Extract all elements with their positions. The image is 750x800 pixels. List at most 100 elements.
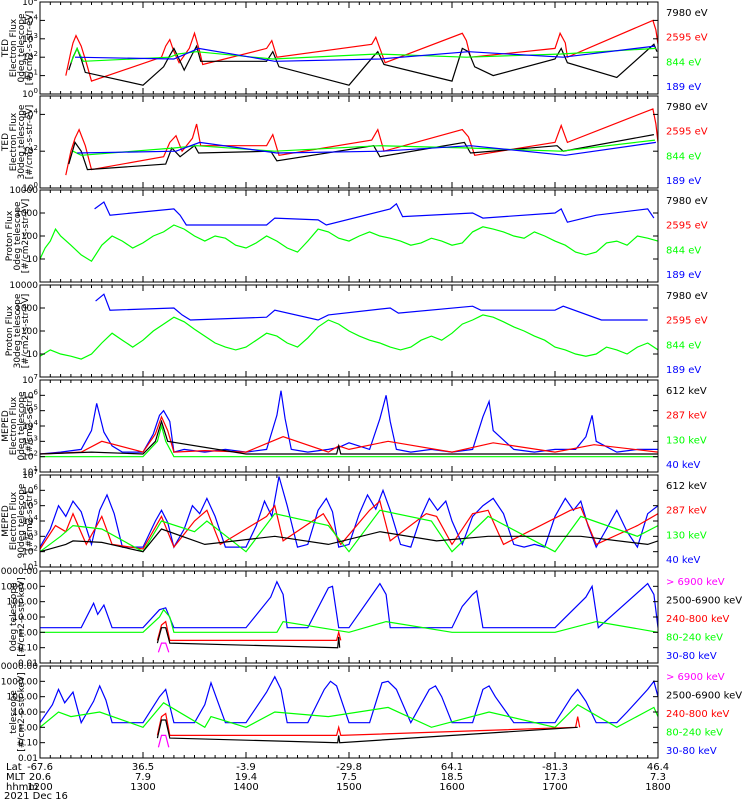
panel-7: 0.01 0.10 1.00 10.00 100.00 1000.00 10000.00 0d…: [0, 567, 742, 669]
panel-5-series-3: [40, 423, 658, 458]
panel-6-ylabel-line: 90deg telescope: [17, 483, 27, 558]
x-row-value: 1300: [130, 782, 155, 793]
panel-8-ytick-label: 1000.00: [1, 677, 38, 687]
panel-1-ylabel-line: Electron Flux: [9, 18, 19, 77]
panel-5-ytick-label: 103: [22, 434, 38, 447]
panel-6-series: [40, 476, 658, 553]
panel-2-series: [65, 108, 658, 176]
panel-5-legend-entry: 287 keV: [666, 411, 707, 422]
panel-6-ylabel-line: [#/cm2-s-str]: [25, 491, 35, 551]
panel-6-legend-entry: 287 keV: [666, 506, 707, 517]
panel-8-ytick-label: 10000.00: [0, 662, 38, 672]
date-label: 2021 Dec 16: [4, 791, 68, 800]
x-row-value: 17.3: [544, 772, 566, 783]
panel-6-frame: [39, 474, 659, 568]
panel-5-ylabel-line: MEPED: [1, 410, 11, 442]
panel-2-ylabel-line: TED: [1, 133, 11, 152]
panel-7-ytick-label: 0.10: [18, 644, 38, 654]
panel-7-series-1: [40, 580, 658, 629]
panel-1-series: [65, 19, 658, 86]
panel-4-series: [40, 293, 658, 360]
x-row-value: 1500: [336, 782, 361, 793]
panel-3-ylabel-line: Proton Flux: [5, 210, 15, 261]
panel-8-series-2: [40, 702, 658, 729]
x-row-value: 46.4: [647, 762, 669, 773]
x-row-value: 7.3: [650, 772, 666, 783]
panel-6-legend-entry: 130 keV: [666, 530, 707, 541]
panel-1-ylabel-line: TED: [1, 39, 11, 58]
panel-2-series-1: [65, 108, 658, 176]
panel-5-ylabel-line: Electron Flux: [9, 396, 19, 455]
panel-3-ytick-label: 10: [27, 255, 39, 265]
panel-7-ylabel-line: 0deg telescope: [9, 582, 19, 652]
panel-4-ytick-label: 10000: [9, 281, 38, 291]
panel-6-ytick-label: 102: [22, 545, 38, 558]
panel-1-ytick-label: 101: [22, 69, 38, 82]
panel-7-ytick-label: 100.00: [7, 598, 39, 608]
panel-8-ylabel-line: [#/cm2-s-str-keV]: [17, 672, 27, 751]
x-row-value: 36.5: [132, 762, 154, 773]
panel-1-ytick-label: 105: [22, 0, 38, 8]
panel-6-ylabel-line: MEPED: [1, 505, 11, 537]
panel-8-legend-entry: 240-800 keV: [666, 709, 730, 720]
x-row-value: 19.4: [235, 772, 257, 783]
panel-4-series-2: [95, 293, 648, 321]
panel-3-legend-entry: 2595 eV: [666, 221, 708, 232]
panel-5-frame: [39, 379, 659, 473]
panel-1-ylabel-line: [#/cm2-s-str-eV]: [25, 11, 35, 86]
panel-4-ytick-label: 100: [21, 327, 38, 337]
x-axis-group: Lat -67.6 36.5 -3.9 -29.8 64.1 -81.3 46.4 MLT 20.…: [4, 762, 671, 800]
panel-1-frame: [39, 1, 659, 95]
panel-4-ylabel-line: 30deg telescope: [13, 293, 23, 368]
x-row-value: 7.9: [135, 772, 151, 783]
panel-7-legend-entry: 240-800 keV: [666, 614, 730, 625]
panel-1-legend-entry: 7980 eV: [666, 8, 708, 19]
panel-8-series-3: [156, 712, 581, 737]
x-row-value: 1200: [27, 782, 52, 793]
panel-8-frame: [39, 665, 659, 759]
panel-6-series-3: [40, 509, 658, 553]
panel-8: 0.01 0.10 1.00 10.00 100.00 1000.00 10000.00 te…: [0, 662, 742, 764]
panel-5-ytick-label: 102: [22, 450, 38, 463]
panel-5-legend-entry: 130 keV: [666, 435, 707, 446]
panel-1-series-1: [65, 19, 658, 82]
panel-5-ytick-label: 101: [22, 465, 38, 478]
panel-7-ytick-label: 1000.00: [1, 582, 38, 592]
x-row-value: 1800: [645, 782, 670, 793]
panel-1-ytick-label: 104: [22, 13, 38, 26]
panel-4-legend-entry: 7980 eV: [666, 291, 708, 302]
panel-2-legend-entry: 2595 eV: [666, 127, 708, 138]
x-row-value: -3.9: [236, 762, 256, 773]
x-row-name-lat: Lat: [6, 762, 22, 773]
panel-3-series: [40, 201, 658, 263]
x-row-value: 20.6: [29, 772, 51, 783]
panel-5-series-4: [40, 419, 658, 455]
panel-1-ytick-label: 102: [22, 50, 38, 63]
panel-3-legend-entry: 7980 eV: [666, 196, 708, 207]
panel-1-series-4: [74, 45, 655, 62]
panel-5-ytick-label: 107: [22, 373, 38, 386]
panel-5-series-2: [40, 415, 658, 455]
panel-7-legend-entry: 80-240 keV: [666, 633, 723, 644]
panel-1-ytick-label: 100: [22, 87, 38, 100]
panel-2-ylabel-line: 30deg telescope: [17, 104, 27, 179]
panel-5-series-1: [40, 390, 658, 455]
panel-6-series-2: [40, 499, 658, 550]
panel-7-ytick-label: 0.01: [18, 659, 38, 669]
panel-1-series-3: [70, 46, 656, 63]
panel-2-ylabel-line: [#/cm2-s-str-eV]: [25, 105, 35, 180]
panel-6-series-4: [40, 528, 658, 553]
panel-7-ytick-label: 1.00: [18, 628, 38, 638]
panel-4-series-1: [40, 314, 658, 360]
x-row-value: -81.3: [542, 762, 568, 773]
panel-5-series: [40, 390, 658, 458]
panel-7-series: [40, 580, 658, 653]
panel-8-ytick-label: 10.00: [12, 708, 38, 718]
x-row-value: 1400: [233, 782, 258, 793]
panel-3-series-2: [94, 201, 655, 226]
panel-6-ytick-label: 107: [22, 468, 38, 481]
x-row-value: 64.1: [441, 762, 463, 773]
